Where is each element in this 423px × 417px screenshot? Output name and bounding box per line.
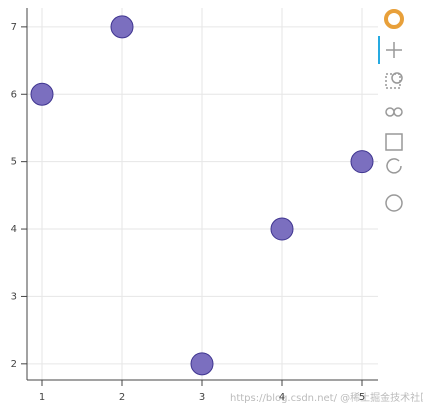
save-tool[interactable]: [385, 133, 403, 151]
wheel-zoom-tool[interactable]: [385, 107, 395, 117]
scatter-point: [30, 82, 54, 106]
box-zoom-tool[interactable]: [385, 73, 401, 89]
x-tick-label: 4: [279, 392, 285, 403]
x-tick-label: 2: [119, 392, 125, 403]
logo: [384, 9, 404, 29]
y-tick-label: 4: [11, 224, 17, 235]
y-tick-label: 2: [11, 359, 17, 370]
help-tool[interactable]: [385, 194, 403, 212]
scatter-point: [270, 217, 294, 241]
y-tick-label: 7: [11, 22, 17, 33]
y-tick-label: 5: [11, 157, 17, 168]
scatter-point: [110, 15, 134, 39]
pan-tool[interactable]: [386, 42, 402, 58]
reset-tool[interactable]: [386, 158, 402, 174]
scatter-point: [190, 352, 214, 376]
box-zoom-lens: [391, 72, 403, 84]
wheel-zoom-lens: [393, 107, 403, 117]
x-tick-label: 5: [359, 392, 365, 403]
scatter-point: [350, 150, 374, 174]
toolbar: [378, 9, 404, 212]
y-tick-label: 3: [11, 291, 17, 302]
x-tick-label: 3: [199, 392, 205, 403]
x-tick-label: 1: [39, 392, 45, 403]
y-tick-label: 6: [11, 89, 17, 100]
watermark: https://blog.csdn.net/ @稀土掘金技术社区: [230, 391, 423, 404]
